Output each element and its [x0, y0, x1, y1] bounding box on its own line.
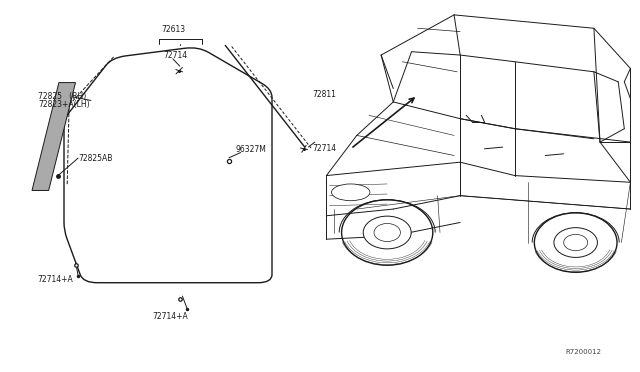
Ellipse shape — [554, 228, 598, 257]
Text: 72714: 72714 — [163, 51, 188, 60]
Ellipse shape — [564, 234, 588, 251]
Polygon shape — [32, 83, 76, 190]
Text: R7200012: R7200012 — [566, 349, 602, 355]
Ellipse shape — [374, 224, 401, 241]
Text: 72825AB: 72825AB — [78, 154, 113, 163]
Text: 72825   (RH): 72825 (RH) — [38, 92, 86, 101]
Text: 72823+A(LH): 72823+A(LH) — [38, 100, 90, 109]
Text: 72714+A: 72714+A — [37, 275, 73, 284]
Text: 72714+A: 72714+A — [152, 312, 188, 321]
Text: 72613: 72613 — [161, 25, 186, 34]
Text: 96327M: 96327M — [236, 145, 266, 154]
Ellipse shape — [332, 184, 370, 201]
Ellipse shape — [364, 216, 412, 249]
PathPatch shape — [64, 48, 272, 283]
Text: 72811: 72811 — [312, 90, 336, 99]
Text: 72714: 72714 — [312, 144, 337, 153]
